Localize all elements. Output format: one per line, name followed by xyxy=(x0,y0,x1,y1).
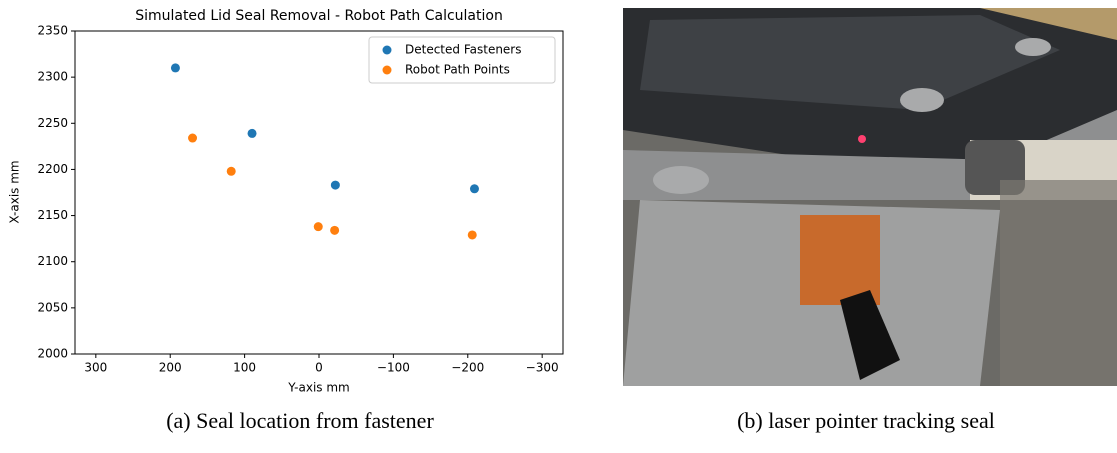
point xyxy=(468,230,477,239)
caption: (a) Seal location from fastener xyxy=(166,408,434,433)
x-tick-label: 100 xyxy=(233,361,256,375)
point xyxy=(331,181,340,190)
y-tick-label: 2050 xyxy=(37,300,68,314)
x-tick-label: −100 xyxy=(377,361,410,375)
figure: Simulated Lid Seal Removal - Robot Path … xyxy=(0,0,1117,448)
x-axis-label: Y-axis mm xyxy=(287,381,349,395)
chart-title: Simulated Lid Seal Removal - Robot Path … xyxy=(135,8,503,24)
point xyxy=(330,226,339,235)
legend-marker xyxy=(383,46,392,55)
caption: (b) laser pointer tracking seal xyxy=(737,408,995,433)
legend-label: Robot Path Points xyxy=(405,63,510,77)
photo xyxy=(623,8,1117,386)
point xyxy=(470,184,479,193)
y-tick-label: 2000 xyxy=(37,347,68,361)
y-axis-label: X-axis mm xyxy=(8,160,22,223)
x-tick-label: −200 xyxy=(451,361,484,375)
legend-marker xyxy=(383,66,392,75)
x-tick-label: 300 xyxy=(84,361,107,375)
x-tick-label: −300 xyxy=(526,361,559,375)
point xyxy=(314,222,323,231)
point xyxy=(227,167,236,176)
y-tick-label: 2350 xyxy=(37,24,68,38)
point xyxy=(188,134,197,143)
point xyxy=(171,63,180,72)
point xyxy=(248,129,257,138)
y-tick-label: 2200 xyxy=(37,162,68,176)
y-tick-label: 2300 xyxy=(37,70,68,84)
y-tick-label: 2150 xyxy=(37,208,68,222)
legend-label: Detected Fasteners xyxy=(405,43,522,57)
x-tick-label: 0 xyxy=(315,361,323,375)
y-tick-label: 2250 xyxy=(37,116,68,130)
x-tick-label: 200 xyxy=(159,361,182,375)
y-tick-label: 2100 xyxy=(37,254,68,268)
